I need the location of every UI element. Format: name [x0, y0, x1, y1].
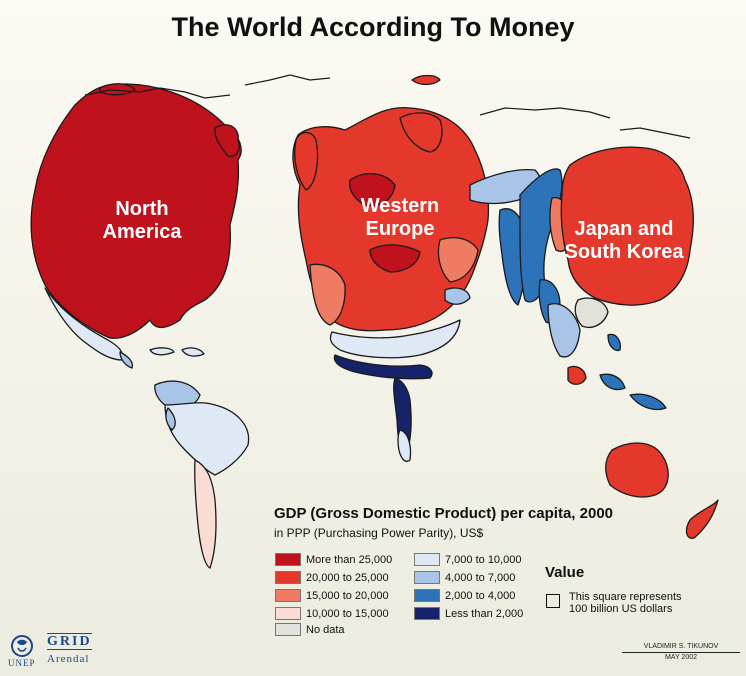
southeast-asia-region: [547, 303, 581, 358]
author-credit: VLADIMIR S. TIKUNOV MAY 2002: [622, 642, 740, 663]
legend-label: 7,000 to 10,000: [445, 554, 522, 566]
author-name: VLADIMIR S. TIKUNOV: [643, 643, 719, 650]
new-zealand-region: [685, 499, 719, 539]
japan-korea-region: [560, 146, 694, 306]
caribbean-region: [149, 347, 175, 356]
arctic-islands-eu: [244, 74, 331, 86]
legend-item: 4,000 to 7,000: [414, 571, 544, 585]
legend-swatch: [414, 607, 440, 620]
philippines-region: [607, 333, 621, 352]
north-africa-region: [333, 354, 433, 380]
arctic-islands-ru: [479, 107, 611, 119]
japan-korea-label: Japan and South Korea: [564, 218, 684, 263]
legend-swatch: [275, 623, 301, 636]
iberia-region: [309, 263, 346, 326]
uk-region: [294, 131, 319, 191]
brazil-region: [164, 402, 250, 476]
balkans-region: [444, 287, 471, 305]
north-america-label: North America: [102, 198, 182, 243]
legend-label: Less than 2,000: [445, 608, 524, 620]
scandinavia-region: [399, 112, 443, 153]
value-heading: Value: [545, 564, 585, 581]
legend-label: 2,000 to 4,000: [445, 590, 516, 602]
arctic-islands-na: [84, 87, 231, 99]
north-america-region: [30, 83, 242, 339]
eastern-europe-region: [437, 237, 479, 283]
legend-item: 15,000 to 20,000: [275, 589, 405, 603]
chile-argentina-region: [194, 459, 217, 569]
south-africa-region: [397, 429, 412, 462]
legend-item: 20,000 to 25,000: [275, 571, 405, 585]
legend-label: 20,000 to 25,000: [306, 572, 389, 584]
legend-swatch: [275, 571, 301, 584]
legend-item: 10,000 to 15,000: [275, 607, 405, 621]
grid-logo-text: GRID: [47, 633, 92, 650]
legend-item: More than 25,000: [275, 553, 405, 567]
legend-label: 10,000 to 15,000: [306, 608, 389, 620]
legend-item: 2,000 to 4,000: [414, 589, 544, 603]
arendal-logo-text: Arendal: [47, 653, 90, 665]
legend-swatch: [414, 553, 440, 566]
unep-logo-text: UNEP: [8, 658, 36, 668]
legend-swatch: [275, 607, 301, 620]
germany-region: [349, 173, 396, 207]
legend-swatch: [275, 553, 301, 566]
unep-logo-icon: [11, 635, 33, 657]
legend-label: 15,000 to 20,000: [306, 590, 389, 602]
map-title: The World According To Money: [171, 12, 575, 42]
australia-region: [605, 442, 669, 498]
hong-kong-region: [574, 297, 609, 328]
arctic-islands-east: [619, 127, 691, 139]
legend-item: 7,000 to 10,000: [414, 553, 544, 567]
legend-no-data: No data: [275, 623, 395, 637]
legend-label: No data: [306, 624, 345, 636]
legend-item: Less than 2,000: [414, 607, 544, 621]
indonesia-east-region: [629, 393, 667, 411]
alaska-region: [99, 83, 136, 96]
value-description: This square represents 100 billion US do…: [569, 591, 682, 615]
italy-region: [369, 244, 421, 273]
value-square: [546, 594, 560, 608]
indonesia-region: [599, 373, 626, 391]
legend-swatch: [275, 589, 301, 602]
greenland-region: [411, 74, 441, 86]
singapore-region: [567, 365, 587, 385]
peru-bolivia-region: [165, 407, 176, 431]
legend-title: GDP (Gross Domestic Product) per capita,…: [274, 505, 614, 522]
western-europe-label: Western Europe: [360, 195, 440, 240]
legend-label: More than 25,000: [306, 554, 393, 566]
credit-date: MAY 2002: [622, 652, 740, 663]
legend-label: 4,000 to 7,000: [445, 572, 516, 584]
caribbean-region-2: [181, 347, 205, 357]
legend-swatch: [414, 589, 440, 602]
central-america-region: [119, 351, 134, 369]
canada-east-region: [214, 124, 240, 157]
legend-swatch: [414, 571, 440, 584]
legend-subtitle: in PPP (Purchasing Power Parity), US$: [274, 526, 484, 540]
middle-east-region: [329, 319, 461, 359]
